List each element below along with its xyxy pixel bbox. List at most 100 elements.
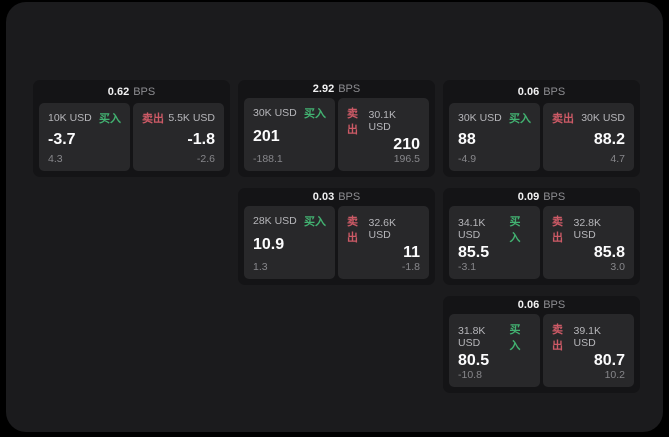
sell-quote-panel[interactable]: 卖出 5.5K USD -1.8 -2.6 [133, 103, 224, 171]
quote-card: 0.62 BPS 10K USD 买入 -3.7 4.3 卖出 5.5K USD… [33, 80, 230, 177]
sell-quote-top: 卖出 32.8K USD [552, 213, 625, 245]
buy-amount-label: 30K USD [458, 112, 502, 124]
sell-quote-top: 卖出 30.1K USD [347, 105, 420, 137]
sell-quote-top: 卖出 39.1K USD [552, 321, 625, 353]
sell-quote-panel[interactable]: 卖出 39.1K USD 80.7 10.2 [543, 314, 634, 387]
bps-unit-label: BPS [338, 83, 361, 95]
buy-delta-value: -3.1 [458, 261, 477, 273]
sell-quote-top: 卖出 5.5K USD [142, 110, 215, 126]
buy-quote-panel[interactable]: 30K USD 买入 88 -4.9 [449, 103, 540, 171]
sell-quote-panel[interactable]: 卖出 32.8K USD 85.8 3.0 [543, 206, 634, 279]
bps-value: 0.62 [107, 85, 130, 98]
buy-quote-top: 10K USD 买入 [48, 110, 121, 126]
card-header: 0.09 BPS [449, 188, 634, 206]
card-header: 2.92 BPS [244, 80, 429, 98]
buy-price-value: 10.9 [253, 236, 285, 253]
buy-quote-panel[interactable]: 10K USD 买入 -3.7 4.3 [39, 103, 130, 171]
quote-card: 2.92 BPS 30K USD 买入 201 -188.1 卖出 30.1K … [238, 80, 435, 177]
main-panel: 0.62 BPS 10K USD 买入 -3.7 4.3 卖出 5.5K USD… [6, 2, 663, 432]
buy-quote-top: 28K USD 买入 [253, 213, 326, 229]
card-header: 0.06 BPS [449, 80, 634, 103]
buy-price-value: 80.5 [458, 352, 490, 369]
sell-amount-label: 39.1K USD [573, 325, 601, 349]
buy-side-label: 买入 [509, 113, 531, 125]
sell-price-value: -1.8 [187, 130, 215, 148]
card-header: 0.06 BPS [449, 296, 634, 314]
buy-quote-top: 34.1K USD 买入 [458, 213, 531, 245]
bps-value: 0.03 [312, 191, 335, 203]
quote-card: 0.09 BPS 34.1K USD 买入 85.5 -3.1 卖出 32.8K… [443, 188, 640, 285]
sell-amount-label: 30K USD [581, 112, 625, 124]
card-header: 0.03 BPS [244, 188, 429, 206]
buy-delta-value: -4.9 [458, 153, 477, 165]
cards-grid: 0.62 BPS 10K USD 买入 -3.7 4.3 卖出 5.5K USD… [33, 80, 640, 393]
buy-amount-label: 28K USD [253, 215, 297, 227]
buy-quote-panel[interactable]: 31.8K USD 买入 80.5 -10.8 [449, 314, 540, 387]
card-body: 30K USD 买入 88 -4.9 卖出 30K USD 88.2 4.7 [449, 103, 634, 171]
sell-price-value: 85.8 [593, 244, 625, 261]
bps-unit-label: BPS [338, 191, 361, 203]
buy-side-label: 买入 [304, 108, 326, 120]
buy-quote-top: 30K USD 买入 [253, 105, 326, 121]
sell-delta-value: 4.7 [610, 153, 625, 165]
buy-delta-value: -188.1 [253, 153, 283, 165]
sell-quote-panel[interactable]: 卖出 30.1K USD 210 196.5 [338, 98, 429, 171]
quote-card: 0.06 BPS 31.8K USD 买入 80.5 -10.8 卖出 39.1… [443, 296, 640, 393]
sell-price-value: 88.2 [593, 130, 625, 148]
bps-unit-label: BPS [133, 85, 156, 98]
sell-delta-value: 3.0 [610, 261, 625, 273]
buy-price-value: -3.7 [48, 130, 76, 148]
card-body: 10K USD 买入 -3.7 4.3 卖出 5.5K USD -1.8 -2.… [39, 103, 224, 171]
buy-quote-panel[interactable]: 34.1K USD 买入 85.5 -3.1 [449, 206, 540, 279]
bps-value: 0.09 [517, 191, 540, 203]
buy-quote-panel[interactable]: 28K USD 买入 10.9 1.3 [244, 206, 335, 279]
sell-amount-label: 32.6K USD [368, 217, 396, 241]
sell-amount-label: 5.5K USD [168, 112, 215, 124]
bps-value: 2.92 [312, 83, 335, 95]
buy-price-value: 201 [253, 128, 280, 145]
buy-side-label: 买入 [304, 216, 326, 228]
sell-side-label: 卖出 [347, 108, 358, 136]
buy-amount-label: 30K USD [253, 107, 297, 119]
buy-quote-panel[interactable]: 30K USD 买入 201 -188.1 [244, 98, 335, 171]
buy-side-label: 买入 [509, 324, 521, 352]
buy-amount-label: 34.1K USD [458, 217, 486, 241]
sell-price-value: 80.7 [593, 352, 625, 369]
bps-unit-label: BPS [543, 85, 566, 98]
sell-price-value: 11 [403, 244, 420, 261]
buy-quote-top: 31.8K USD 买入 [458, 321, 531, 353]
sell-delta-value: 10.2 [604, 369, 625, 381]
card-header: 0.62 BPS [39, 80, 224, 103]
bps-unit-label: BPS [543, 191, 566, 203]
buy-quote-top: 30K USD 买入 [458, 110, 531, 126]
sell-delta-value: -2.6 [196, 153, 215, 165]
sell-quote-top: 卖出 30K USD [552, 110, 625, 126]
card-body: 34.1K USD 买入 85.5 -3.1 卖出 32.8K USD 85.8… [449, 206, 634, 279]
buy-price-value: 85.5 [458, 244, 490, 261]
sell-price-value: 210 [393, 136, 420, 153]
sell-amount-label: 30.1K USD [368, 109, 396, 133]
sell-delta-value: 196.5 [393, 153, 420, 165]
buy-side-label: 买入 [99, 113, 121, 125]
bps-value: 0.06 [517, 85, 540, 98]
quote-card: 0.06 BPS 30K USD 买入 88 -4.9 卖出 30K USD 8… [443, 80, 640, 177]
buy-price-value: 88 [458, 130, 476, 148]
card-body: 28K USD 买入 10.9 1.3 卖出 32.6K USD 11 -1.8 [244, 206, 429, 279]
buy-delta-value: 4.3 [48, 153, 63, 165]
card-body: 30K USD 买入 201 -188.1 卖出 30.1K USD 210 1… [244, 98, 429, 171]
sell-delta-value: -1.8 [401, 261, 420, 273]
sell-amount-label: 32.8K USD [573, 217, 601, 241]
buy-side-label: 买入 [509, 216, 521, 244]
sell-side-label: 卖出 [552, 216, 563, 244]
bps-value: 0.06 [517, 299, 540, 311]
sell-quote-panel[interactable]: 卖出 32.6K USD 11 -1.8 [338, 206, 429, 279]
buy-delta-value: -10.8 [458, 369, 482, 381]
card-body: 31.8K USD 买入 80.5 -10.8 卖出 39.1K USD 80.… [449, 314, 634, 387]
quote-card: 0.03 BPS 28K USD 买入 10.9 1.3 卖出 32.6K US… [238, 188, 435, 285]
sell-side-label: 卖出 [552, 324, 563, 352]
buy-delta-value: 1.3 [253, 261, 268, 273]
sell-quote-panel[interactable]: 卖出 30K USD 88.2 4.7 [543, 103, 634, 171]
bps-unit-label: BPS [543, 299, 566, 311]
sell-side-label: 卖出 [142, 113, 164, 125]
sell-side-label: 卖出 [347, 216, 358, 244]
